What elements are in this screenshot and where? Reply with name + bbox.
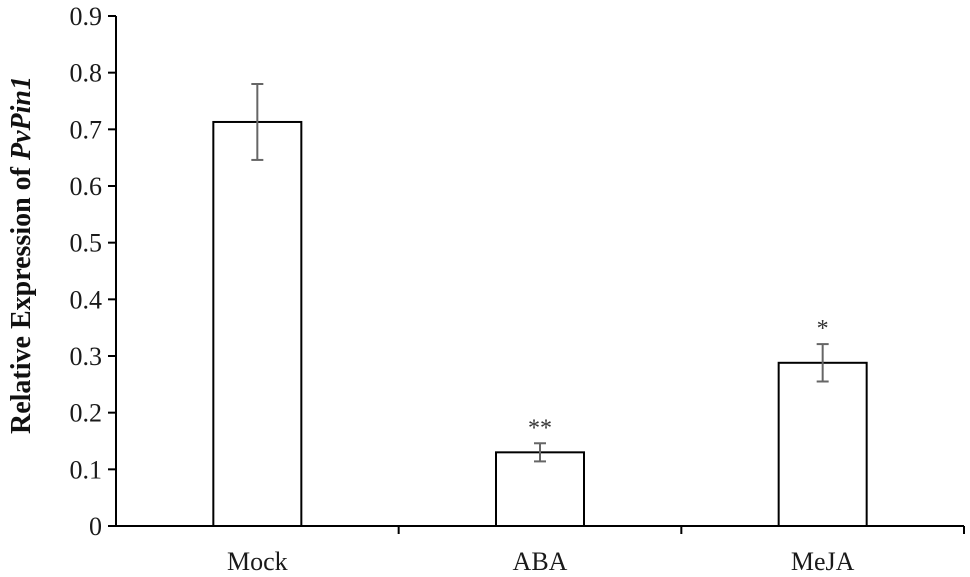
bar-aba <box>495 451 585 528</box>
y-tick-label: 0.7 <box>70 115 103 144</box>
y-tick-label: 0.8 <box>70 59 103 88</box>
x-tick-label-meja: MeJA <box>791 547 855 576</box>
bar-meja <box>777 361 868 527</box>
y-tick-label: 0.3 <box>70 342 103 371</box>
y-tick-label: 0.6 <box>70 172 103 201</box>
y-tick-label: 0 <box>89 512 102 541</box>
y-tick-label: 0.4 <box>70 285 103 314</box>
y-axis-label: Relative Expression of PvPin1 <box>6 76 37 434</box>
y-tick-label: 0.1 <box>70 455 103 484</box>
plot-area: Mock ** ABA * MeJA 0 0.1 0.2 0.3 0.4 0.5 0.6 0.7 0.8 0… <box>70 2 965 576</box>
y-axis-label-gene: PvPin1 <box>6 76 37 161</box>
y-tick-label: 0.5 <box>70 229 103 258</box>
x-tick-label-mock: Mock <box>227 547 288 576</box>
y-tick-label: 0.9 <box>70 2 103 31</box>
significance-label-meja: * <box>817 316 829 342</box>
y-axis-label-prefix: Relative Expression of <box>6 160 37 434</box>
significance-label-aba: ** <box>528 415 552 441</box>
bar-mock <box>212 120 303 527</box>
y-tick-label: 0.2 <box>70 399 103 428</box>
x-tick-label-aba: ABA <box>513 547 568 576</box>
